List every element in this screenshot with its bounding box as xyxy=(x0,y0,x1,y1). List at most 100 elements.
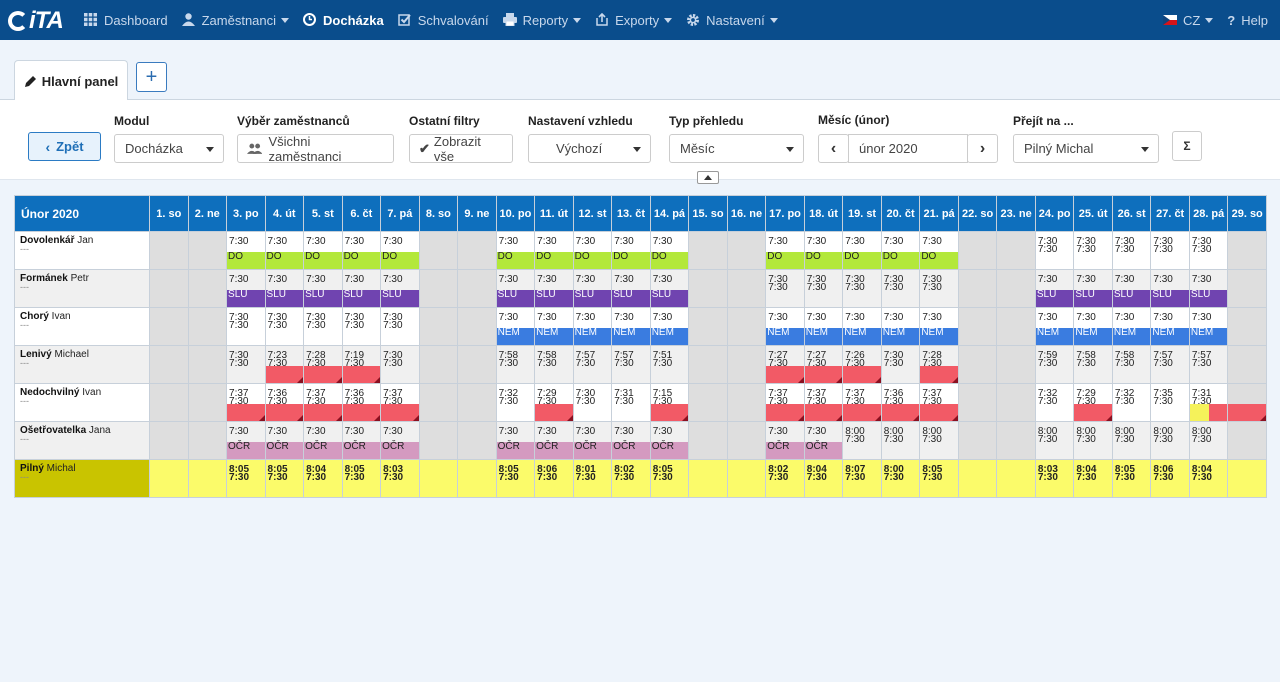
collapse-filters-button[interactable] xyxy=(697,171,719,184)
day-cell[interactable]: 7:37 7:30 xyxy=(803,383,844,422)
day-cell[interactable] xyxy=(688,345,728,384)
day-cell[interactable]: 7:30 OČR xyxy=(572,421,613,460)
day-cell[interactable]: 8:06 7:30 xyxy=(534,459,574,498)
day-cell[interactable] xyxy=(149,231,189,270)
day-cell[interactable]: 7:37 7:30 xyxy=(226,383,266,422)
day-cell[interactable]: 7:30 NEM xyxy=(803,307,844,346)
day-cell[interactable]: 7:30 DO xyxy=(572,231,613,270)
day-cell[interactable]: 7:30 7:30 xyxy=(1111,231,1152,270)
day-cell[interactable]: 7:30 DO xyxy=(649,231,690,270)
day-cell[interactable]: 7:30 7:30 xyxy=(919,269,959,308)
day-cell[interactable]: 7:59 7:30 xyxy=(1034,345,1075,384)
nav-nastaveni[interactable]: Nastavení xyxy=(686,13,778,28)
day-cell[interactable]: 7:30 NEM xyxy=(1073,307,1113,346)
day-cell[interactable]: 7:30 7:30 xyxy=(765,269,805,308)
employee-name-cell[interactable]: Formánek Petr --- xyxy=(14,269,150,308)
day-header[interactable]: 15. so xyxy=(688,195,728,232)
day-cell[interactable]: 7:30 DO xyxy=(880,231,921,270)
day-cell[interactable]: 7:30 NEM xyxy=(880,307,921,346)
day-header[interactable]: 6. čt xyxy=(341,195,382,232)
day-cell[interactable] xyxy=(726,421,767,460)
day-cell[interactable] xyxy=(957,421,998,460)
day-cell[interactable] xyxy=(457,383,497,422)
day-cell[interactable]: 8:00 7:30 xyxy=(1150,421,1190,460)
day-cell[interactable]: 7:30 DO xyxy=(842,231,882,270)
day-cell[interactable] xyxy=(187,345,228,384)
day-cell[interactable]: 7:30 7:30 xyxy=(842,269,882,308)
tab-hlavni-panel[interactable]: Hlavní panel xyxy=(14,60,128,101)
day-cell[interactable] xyxy=(957,383,998,422)
day-cell[interactable]: 7:15 7:30 xyxy=(649,383,690,422)
day-cell[interactable]: 7:51 7:30 xyxy=(649,345,690,384)
day-cell[interactable] xyxy=(1227,269,1267,308)
day-cell[interactable] xyxy=(1227,307,1267,346)
language-selector[interactable]: CZ xyxy=(1162,13,1214,28)
day-cell[interactable] xyxy=(418,307,459,346)
day-cell[interactable] xyxy=(187,421,228,460)
day-cell[interactable]: 7:57 7:30 xyxy=(1188,345,1229,384)
day-cell[interactable]: 7:30 DO xyxy=(611,231,651,270)
day-cell[interactable]: 7:26 7:30 xyxy=(842,345,882,384)
day-cell[interactable]: 8:00 7:30 xyxy=(919,421,959,460)
employee-name-cell[interactable]: Lenivý Michael --- xyxy=(14,345,150,384)
day-cell[interactable]: 8:05 7:30 xyxy=(226,459,266,498)
prev-month-button[interactable]: ‹ xyxy=(818,134,849,163)
day-cell[interactable]: 7:27 7:30 xyxy=(803,345,844,384)
day-cell[interactable]: 7:29 7:30 xyxy=(1073,383,1113,422)
day-cell[interactable]: 7:30 NEM xyxy=(649,307,690,346)
day-cell[interactable]: 7:37 7:30 xyxy=(380,383,420,422)
nav-dochazka[interactable]: Docházka xyxy=(303,13,384,28)
day-cell[interactable] xyxy=(149,459,189,498)
nav-reporty[interactable]: Reporty xyxy=(502,13,582,28)
day-cell[interactable]: 7:37 7:30 xyxy=(919,383,959,422)
day-cell[interactable]: 8:04 7:30 xyxy=(1188,459,1229,498)
day-cell[interactable]: 7:31 7:30 xyxy=(611,383,651,422)
day-header[interactable]: 3. po xyxy=(226,195,266,232)
day-cell[interactable] xyxy=(957,269,998,308)
day-header[interactable]: 1. so xyxy=(149,195,189,232)
day-cell[interactable]: 7:30 7:30 xyxy=(803,269,844,308)
nav-zamestnanci[interactable]: Zaměstnanci xyxy=(181,13,290,28)
day-cell[interactable] xyxy=(957,459,998,498)
day-cell[interactable]: 7:30 7:30 xyxy=(264,307,305,346)
day-header[interactable]: 8. so xyxy=(418,195,459,232)
day-cell[interactable] xyxy=(726,269,767,308)
day-cell[interactable]: 7:30 NEM xyxy=(765,307,805,346)
day-cell[interactable]: 8:05 7:30 xyxy=(919,459,959,498)
day-header[interactable]: 20. čt xyxy=(880,195,921,232)
day-cell[interactable]: 7:36 7:30 xyxy=(264,383,305,422)
day-cell[interactable] xyxy=(1227,345,1267,384)
day-header[interactable]: 12. st xyxy=(572,195,613,232)
modul-select[interactable]: Docházka xyxy=(114,134,224,163)
employees-select[interactable]: Všichni zaměstnanci xyxy=(237,134,394,164)
day-cell[interactable]: 7:30 SLU xyxy=(649,269,690,308)
day-cell[interactable]: 7:30 SLU xyxy=(341,269,382,308)
day-header[interactable]: 14. pá xyxy=(649,195,690,232)
day-cell[interactable] xyxy=(149,345,189,384)
day-cell[interactable]: 7:30 NEM xyxy=(534,307,574,346)
day-cell[interactable] xyxy=(688,269,728,308)
day-cell[interactable]: 7:30 DO xyxy=(534,231,574,270)
day-cell[interactable]: 7:57 7:30 xyxy=(1150,345,1190,384)
day-cell[interactable] xyxy=(187,307,228,346)
day-cell[interactable] xyxy=(726,231,767,270)
day-header[interactable]: 27. čt xyxy=(1150,195,1190,232)
employee-name-cell[interactable]: Pilný Michal --- xyxy=(14,459,150,498)
day-cell[interactable]: 8:02 7:30 xyxy=(611,459,651,498)
day-cell[interactable]: 7:30 7:30 xyxy=(1188,231,1229,270)
day-cell[interactable] xyxy=(957,231,998,270)
day-header[interactable]: 28. pá xyxy=(1188,195,1229,232)
day-cell[interactable] xyxy=(957,345,998,384)
day-cell[interactable]: 7:30 DO xyxy=(803,231,844,270)
type-select[interactable]: Měsíc xyxy=(669,134,804,163)
day-cell[interactable]: 8:00 7:30 xyxy=(880,459,921,498)
day-header[interactable]: 18. út xyxy=(803,195,844,232)
day-header[interactable]: 23. ne xyxy=(996,195,1036,232)
day-cell[interactable] xyxy=(1227,421,1267,460)
day-header[interactable]: 21. pá xyxy=(919,195,959,232)
day-cell[interactable] xyxy=(149,421,189,460)
show-all-button[interactable]: ✔ Zobrazit vše xyxy=(409,134,513,164)
day-header[interactable]: 17. po xyxy=(765,195,805,232)
day-cell[interactable]: 7:57 7:30 xyxy=(611,345,651,384)
day-cell[interactable] xyxy=(1227,459,1267,498)
